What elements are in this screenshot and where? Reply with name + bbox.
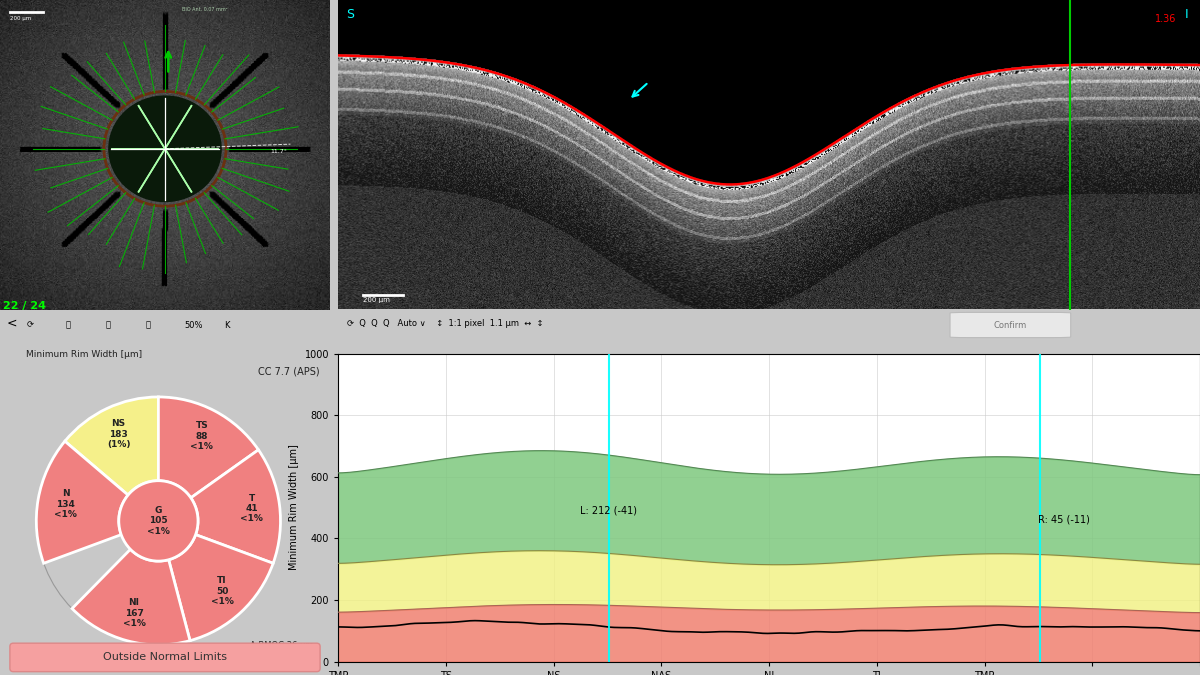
Wedge shape — [169, 535, 274, 641]
Text: 11.7°: 11.7° — [270, 149, 288, 155]
Text: TS
88
<1%: TS 88 <1% — [191, 421, 214, 451]
Wedge shape — [191, 450, 281, 564]
Text: CC 7.7 (APS): CC 7.7 (APS) — [258, 367, 320, 377]
Text: ⟳  Q  Q  Q   Auto ∨    ↕  1:1 pixel  1.1 µm  ↔  ↕: ⟳ Q Q Q Auto ∨ ↕ 1:1 pixel 1.1 µm ↔ ↕ — [347, 319, 544, 328]
Text: NI
167
<1%: NI 167 <1% — [122, 598, 145, 628]
Wedge shape — [36, 441, 128, 564]
Wedge shape — [72, 549, 190, 645]
Text: NS
183
(1%): NS 183 (1%) — [107, 419, 131, 450]
Text: BIO Ant. 0.07 mm²: BIO Ant. 0.07 mm² — [181, 7, 227, 12]
Text: TI
50
<1%: TI 50 <1% — [210, 576, 233, 606]
Text: S: S — [346, 8, 354, 21]
Text: ⟳: ⟳ — [26, 321, 34, 329]
Text: 🔍: 🔍 — [66, 321, 71, 329]
Text: 🔍: 🔍 — [145, 321, 150, 329]
Y-axis label: Minimum Rim Width [µm]: Minimum Rim Width [µm] — [289, 445, 299, 570]
Circle shape — [119, 481, 198, 561]
Text: I: I — [1184, 8, 1188, 21]
Text: Confirm: Confirm — [994, 321, 1027, 329]
Text: Outside Normal Limits: Outside Normal Limits — [103, 652, 227, 662]
Text: K: K — [224, 321, 230, 329]
Text: 50%: 50% — [185, 321, 203, 329]
Wedge shape — [65, 397, 158, 495]
Text: <: < — [7, 317, 17, 330]
Text: N
134
<1%: N 134 <1% — [54, 489, 77, 519]
FancyBboxPatch shape — [10, 643, 320, 672]
Text: 🔍: 🔍 — [106, 321, 110, 329]
Circle shape — [109, 96, 221, 202]
Text: Minimum Rim Width [µm]: Minimum Rim Width [µm] — [26, 350, 143, 359]
Text: T
41
<1%: T 41 <1% — [240, 493, 263, 523]
Text: Δ BMOC 36 µm: Δ BMOC 36 µm — [250, 641, 313, 650]
Text: L: 212 (-41): L: 212 (-41) — [580, 506, 637, 516]
Text: G
105
<1%: G 105 <1% — [146, 506, 170, 536]
Text: 200 µm: 200 µm — [364, 297, 390, 303]
Text: 200 µm: 200 µm — [10, 16, 31, 21]
Text: 1.36: 1.36 — [1154, 14, 1176, 24]
FancyBboxPatch shape — [950, 313, 1070, 338]
Wedge shape — [158, 397, 258, 498]
Text: 22 / 24: 22 / 24 — [2, 300, 46, 310]
Text: R: 45 (-11): R: 45 (-11) — [1038, 515, 1090, 525]
